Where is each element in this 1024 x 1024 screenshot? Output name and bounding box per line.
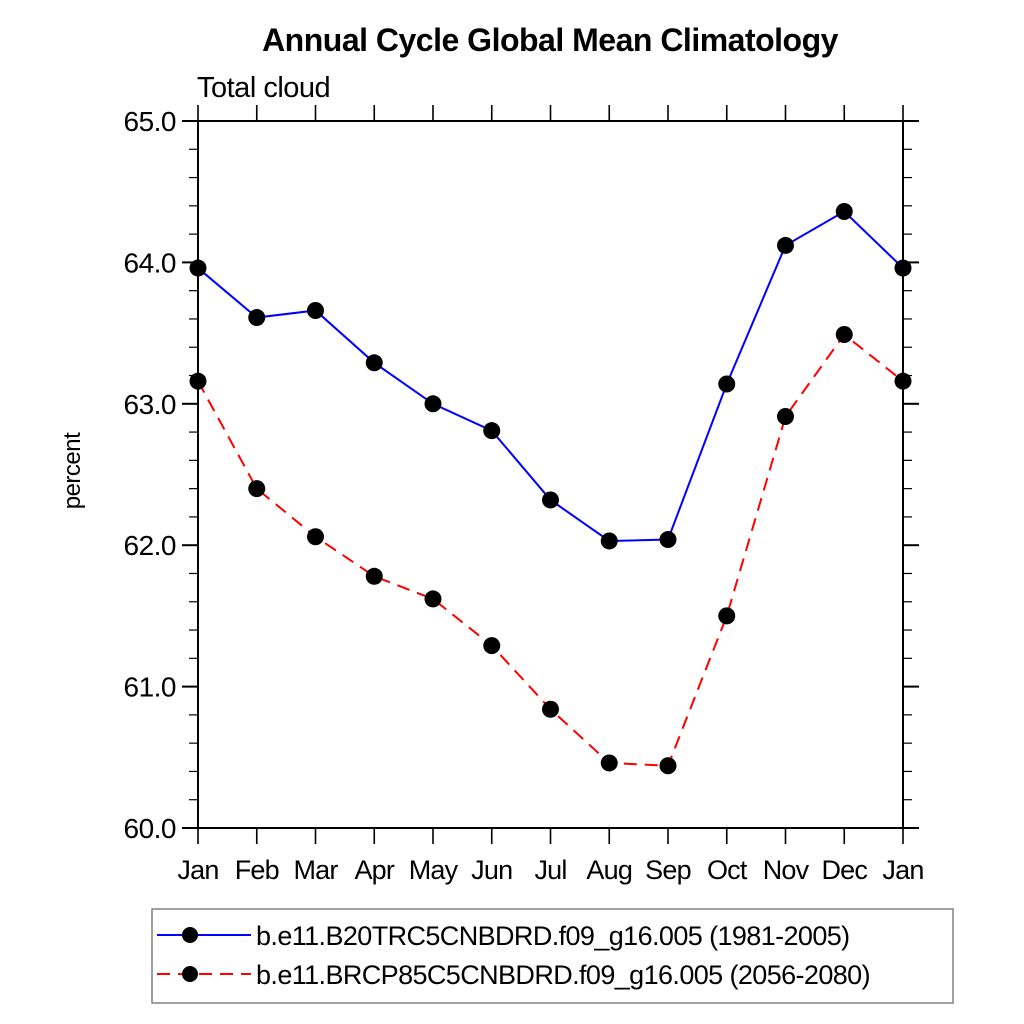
data-point bbox=[718, 375, 736, 393]
legend-label: b.e11.BRCP85C5CNBDRD.f09_g16.005 (2056-2… bbox=[256, 960, 870, 990]
y-axis-label: percent bbox=[59, 432, 86, 509]
data-point bbox=[248, 480, 266, 498]
x-tick-label: Jun bbox=[471, 855, 512, 885]
data-point bbox=[365, 354, 383, 372]
data-point bbox=[483, 637, 501, 655]
x-tick-label: Dec bbox=[821, 855, 867, 885]
y-tick-label: 62.0 bbox=[124, 530, 177, 561]
data-point bbox=[424, 590, 442, 608]
x-tick-label: Jan bbox=[882, 855, 923, 885]
y-tick-label: 61.0 bbox=[124, 672, 177, 703]
data-point bbox=[659, 531, 677, 549]
data-point bbox=[718, 607, 736, 625]
series-solid bbox=[189, 202, 912, 550]
legend-marker-dot bbox=[182, 966, 198, 982]
chart-subtitle: Total cloud bbox=[197, 72, 330, 104]
legend-item: b.e11.B20TRC5CNBDRD.f09_g16.005 (1981-20… bbox=[157, 921, 850, 951]
series-dashed bbox=[189, 326, 912, 775]
data-point bbox=[542, 700, 559, 718]
x-tick-label: Jul bbox=[534, 855, 566, 885]
x-tick-label: Sep bbox=[645, 855, 691, 885]
plot-frame bbox=[197, 120, 904, 829]
data-point bbox=[365, 567, 383, 585]
x-tick-label: Nov bbox=[763, 855, 810, 885]
legend: b.e11.B20TRC5CNBDRD.f09_g16.005 (1981-20… bbox=[151, 908, 954, 1004]
x-tick-label: Jan bbox=[177, 855, 218, 885]
data-point bbox=[835, 326, 853, 344]
data-point bbox=[483, 422, 501, 440]
legend-label: b.e11.B20TRC5CNBDRD.f09_g16.005 (1981-20… bbox=[256, 921, 850, 951]
x-tick-label: May bbox=[409, 855, 459, 885]
y-tick-label: 60.0 bbox=[124, 813, 177, 844]
data-point bbox=[777, 408, 794, 426]
legend-marker-dot bbox=[182, 927, 198, 943]
legend-item: b.e11.BRCP85C5CNBDRD.f09_g16.005 (2056-2… bbox=[157, 960, 871, 990]
data-point bbox=[424, 395, 442, 413]
data-point bbox=[835, 202, 853, 220]
x-tick-label: Aug bbox=[586, 855, 632, 885]
data-point bbox=[777, 236, 794, 254]
y-tick-label: 64.0 bbox=[124, 247, 177, 278]
data-point bbox=[659, 757, 677, 775]
x-tick-label: Feb bbox=[235, 855, 279, 885]
data-point bbox=[189, 259, 207, 277]
x-tick-label: Apr bbox=[354, 855, 394, 885]
data-point bbox=[248, 309, 266, 327]
chart-series bbox=[189, 202, 912, 775]
data-point bbox=[542, 491, 559, 509]
chart-title: Annual Cycle Global Mean Climatology bbox=[262, 22, 839, 58]
data-point bbox=[600, 532, 618, 550]
plot-axes: 60.0 61.0 62.0 63.0 64.0 65.0 Jan Feb Mar Apr May J… bbox=[124, 105, 924, 885]
legend-box bbox=[151, 908, 954, 1004]
data-point bbox=[189, 372, 207, 390]
data-point bbox=[600, 754, 618, 772]
x-tick-label: Mar bbox=[293, 855, 338, 885]
y-tick-label: 65.0 bbox=[124, 106, 177, 137]
data-point bbox=[307, 528, 324, 546]
data-point bbox=[894, 259, 912, 277]
data-point bbox=[894, 372, 912, 390]
data-point bbox=[307, 301, 324, 319]
x-tick-label: Oct bbox=[707, 855, 748, 885]
y-tick-label: 63.0 bbox=[124, 389, 177, 420]
